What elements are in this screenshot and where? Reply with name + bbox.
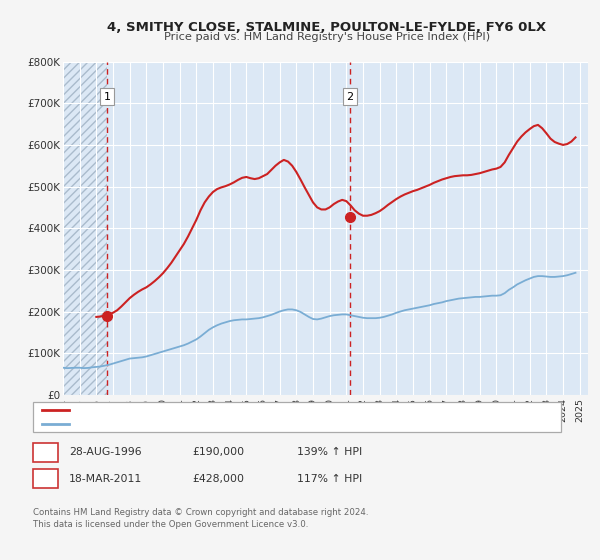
Text: £428,000: £428,000 — [192, 474, 244, 484]
Text: 1: 1 — [42, 446, 49, 459]
Text: 139% ↑ HPI: 139% ↑ HPI — [297, 447, 362, 458]
Text: HPI: Average price, detached house, Wyre: HPI: Average price, detached house, Wyre — [74, 419, 274, 428]
Text: £190,000: £190,000 — [192, 447, 244, 458]
Text: 4, SMITHY CLOSE, STALMINE, POULTON-LE-FYLDE, FY6 0LX: 4, SMITHY CLOSE, STALMINE, POULTON-LE-FY… — [107, 21, 547, 34]
Text: 28-AUG-1996: 28-AUG-1996 — [69, 447, 142, 458]
Bar — [63, 62, 107, 395]
Text: 1: 1 — [104, 92, 110, 101]
Text: 4, SMITHY CLOSE, STALMINE, POULTON-LE-FYLDE, FY6 0LX (detached house): 4, SMITHY CLOSE, STALMINE, POULTON-LE-FY… — [74, 405, 436, 414]
Text: 2: 2 — [346, 92, 353, 101]
Text: 117% ↑ HPI: 117% ↑ HPI — [297, 474, 362, 484]
Text: 18-MAR-2011: 18-MAR-2011 — [69, 474, 142, 484]
Text: Price paid vs. HM Land Registry's House Price Index (HPI): Price paid vs. HM Land Registry's House … — [164, 32, 490, 43]
Text: Contains HM Land Registry data © Crown copyright and database right 2024.
This d: Contains HM Land Registry data © Crown c… — [33, 508, 368, 529]
Bar — [63, 62, 107, 395]
Text: 2: 2 — [42, 472, 49, 486]
